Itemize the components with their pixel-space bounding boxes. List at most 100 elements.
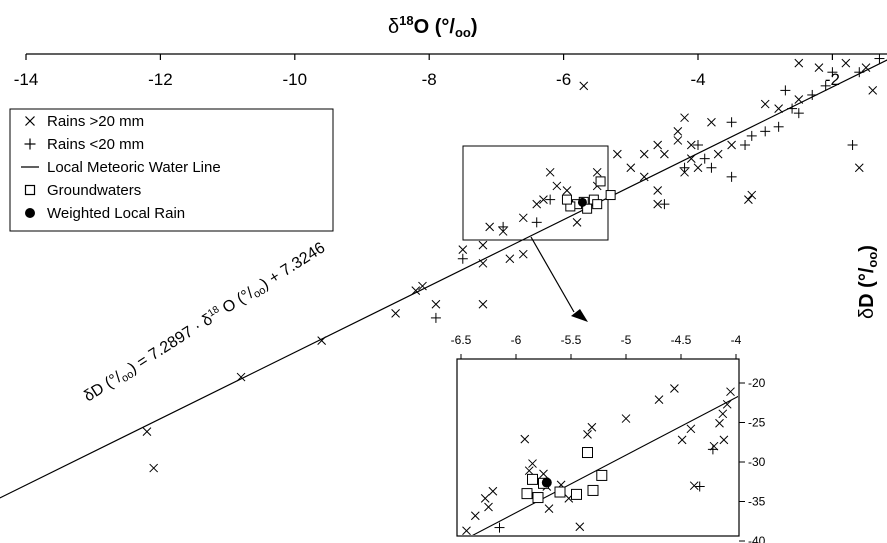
x-axis-title-sup: 18 xyxy=(399,13,413,28)
inset-point-x xyxy=(544,504,554,513)
y-axis-title-prefix: δ xyxy=(856,308,878,319)
point-x xyxy=(552,181,562,191)
inset-lmwl-line xyxy=(472,395,738,535)
point-x xyxy=(653,186,663,195)
point-x xyxy=(518,249,528,259)
point-plus xyxy=(430,312,441,323)
point-x xyxy=(841,58,851,68)
point-x xyxy=(485,222,495,232)
inset-x-tick-label: -6.5 xyxy=(451,333,472,347)
point-x xyxy=(418,281,427,291)
inset-point-plus xyxy=(707,444,718,455)
point-x xyxy=(626,163,636,173)
inset-frame xyxy=(456,358,740,537)
point-x xyxy=(774,104,783,113)
point-x xyxy=(478,240,488,250)
legend-marker-1 xyxy=(24,138,36,150)
inset-x-tick-label: -5 xyxy=(621,333,632,347)
inset-point-square xyxy=(582,447,593,459)
point-x xyxy=(545,167,555,177)
inset-point-x xyxy=(677,435,687,445)
main-axes: -14-12-10-8-6-4-200-20-40-60-80-100 xyxy=(14,53,887,89)
inset-point-x xyxy=(539,469,548,479)
inset-y-tick-label: -25 xyxy=(748,416,766,430)
point-plus xyxy=(498,221,509,232)
point-x xyxy=(868,86,878,95)
point-x xyxy=(142,427,152,437)
legend-label: Local Meteoric Water Line xyxy=(47,159,221,176)
inset-point-x xyxy=(715,418,724,428)
point-x xyxy=(673,126,683,136)
y-axis-title-sub: oo xyxy=(865,252,880,268)
regression-equation: δD (°/oo) = 7.2897 · δ18 O (°/oo) + 7.32… xyxy=(80,238,329,407)
point-x xyxy=(149,463,159,473)
x-tick-label: -12 xyxy=(148,70,173,89)
inset-y-tick-label: -20 xyxy=(748,376,766,390)
legend-label: Groundwaters xyxy=(47,182,141,199)
x-tick-label: -4 xyxy=(690,70,705,89)
point-plus xyxy=(531,217,542,228)
inset-point-square xyxy=(587,484,599,496)
legend-marker-0 xyxy=(25,116,35,126)
point-x xyxy=(592,167,602,177)
point-x xyxy=(673,136,683,145)
inset-point-x xyxy=(719,435,729,445)
inset-y-tick-label: -30 xyxy=(748,455,766,469)
eq-part-7: oo xyxy=(251,284,268,301)
point-plus xyxy=(726,117,737,128)
inset-x-tick-label: -6 xyxy=(511,333,522,347)
inset-point-x xyxy=(480,493,490,503)
inset-point-x xyxy=(484,502,493,512)
y-axis-title: δD (°/oo) xyxy=(856,245,880,319)
point-plus xyxy=(679,162,690,173)
point-plus xyxy=(793,108,804,119)
inset-point-x xyxy=(726,387,735,397)
inset-point-x xyxy=(520,434,530,444)
point-x xyxy=(505,254,515,264)
x-tick-label: -2 xyxy=(825,70,840,89)
point-x xyxy=(613,149,622,159)
y-axis-title-close: ) xyxy=(856,245,878,252)
point-plus xyxy=(740,140,751,150)
point-x xyxy=(532,199,542,209)
eq-part-3: ) = 7.2897 · δ xyxy=(126,311,216,377)
inset-point-x xyxy=(654,395,664,404)
x-tick-label: -8 xyxy=(422,70,437,89)
legend: Rains >20 mm Rains <20 mm Local Meteoric W… xyxy=(9,108,334,232)
inset-y-tick-label: -35 xyxy=(748,495,766,509)
point-x xyxy=(478,299,488,309)
x-axis-title-prefix: δ xyxy=(388,16,399,38)
inset-point-x xyxy=(686,424,696,434)
x-tick-label: -6 xyxy=(556,70,571,89)
lmwl-line xyxy=(0,59,887,499)
point-x xyxy=(744,195,753,204)
x-axis-title-sub: oo xyxy=(455,25,471,40)
x-axis-title-suffix: O (°/ xyxy=(414,16,456,38)
point-square xyxy=(595,176,606,187)
point-x xyxy=(660,149,669,159)
point-square xyxy=(582,203,593,214)
legend-box xyxy=(9,108,334,232)
point-x xyxy=(317,336,327,346)
inset-x-tick-label: -4.5 xyxy=(671,333,692,347)
inset-point-x xyxy=(462,526,471,535)
point-x xyxy=(236,372,246,382)
points-layer xyxy=(142,53,885,473)
eq-part-8: ) + 7.3246 xyxy=(258,239,328,292)
point-x xyxy=(794,58,804,68)
point-x xyxy=(478,258,488,268)
point-plus xyxy=(693,140,703,150)
inset-point-x xyxy=(718,409,728,419)
point-plus xyxy=(699,153,710,164)
point-x xyxy=(639,172,649,182)
point-square xyxy=(561,194,572,205)
point-x xyxy=(458,245,468,255)
zoom-region-box xyxy=(462,145,609,241)
inset-point-square xyxy=(521,488,533,500)
point-plus xyxy=(780,85,791,96)
point-square xyxy=(592,199,603,210)
inset-point-x xyxy=(670,384,679,393)
point-x xyxy=(562,186,572,195)
inset-point-plus xyxy=(694,481,705,492)
inset-point-x xyxy=(722,399,732,409)
